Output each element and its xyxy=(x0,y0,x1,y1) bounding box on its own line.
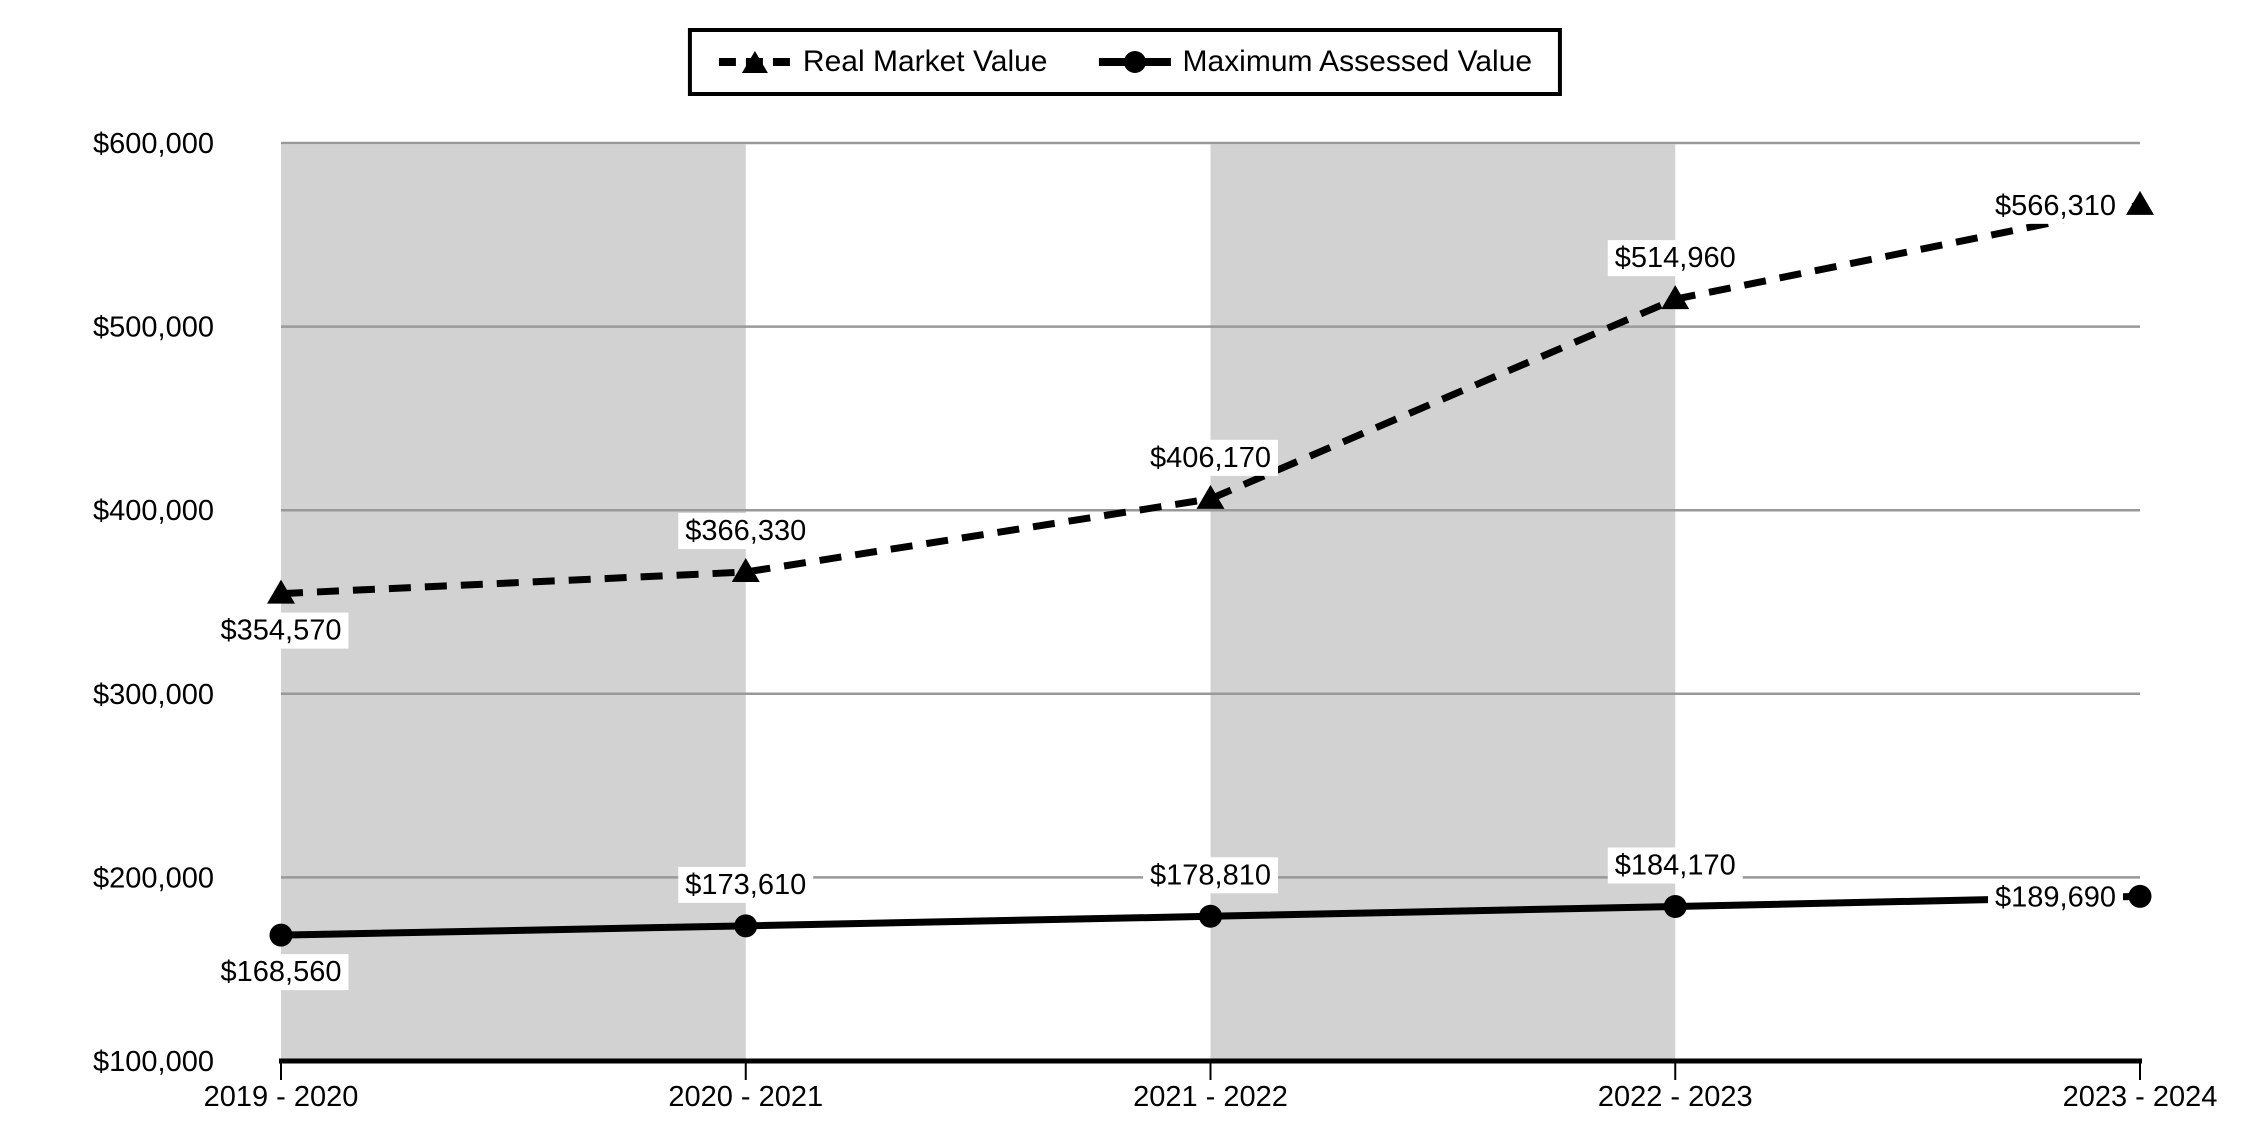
background-band xyxy=(281,144,746,1060)
solid-line-circle-legend-icon xyxy=(1098,51,1171,73)
circle-marker xyxy=(1199,904,1222,928)
y-axis-tick-label: $100,000 xyxy=(93,1046,214,1078)
dashed-line-triangle-legend-icon xyxy=(718,51,791,73)
data-label-background xyxy=(678,513,814,550)
x-axis-tick-label: 2020 - 2021 xyxy=(668,1081,823,1113)
triangle-marker xyxy=(267,579,295,604)
triangle-marker xyxy=(1661,285,1690,310)
y-axis-tick-label: $500,000 xyxy=(93,312,214,344)
series-line-real-market-value xyxy=(280,201,2141,598)
data-label: $354,570 xyxy=(221,615,342,647)
data-label-background xyxy=(678,866,814,903)
data-label-background xyxy=(1143,439,1278,476)
triangle-marker xyxy=(2126,190,2154,215)
legend-label-maximum-assessed-value: Maximum Assessed Value xyxy=(1182,45,1533,78)
data-label: $184,170 xyxy=(1615,849,1736,881)
data-label: $514,960 xyxy=(1615,242,1736,274)
y-axis-tick-label: $600,000 xyxy=(93,128,214,160)
y-axis-tick-label: $200,000 xyxy=(93,862,214,894)
triangle-marker xyxy=(731,558,760,583)
data-label: $173,610 xyxy=(685,869,806,901)
chart-legend: Real Market Value Maximum Assessed Value xyxy=(687,28,1563,96)
data-label: $406,170 xyxy=(1150,442,1271,474)
circle-marker xyxy=(2128,884,2152,908)
data-label-background xyxy=(213,612,349,649)
x-axis-tick-label: 2023 - 2024 xyxy=(2063,1081,2218,1113)
data-label-background xyxy=(213,954,349,991)
legend-label-real-market-value: Real Market Value xyxy=(802,45,1048,78)
data-label: $178,810 xyxy=(1150,859,1271,891)
circle-marker xyxy=(734,914,758,938)
y-axis-tick-label: $300,000 xyxy=(93,679,214,711)
data-label: $168,560 xyxy=(221,956,342,988)
data-label-background xyxy=(1607,240,1743,277)
x-axis-tick-label: 2022 - 2023 xyxy=(1598,1081,1753,1113)
x-axis-tick-label: 2019 - 2020 xyxy=(204,1081,359,1113)
data-label-background xyxy=(1988,187,2123,224)
background-band xyxy=(1210,144,1676,1060)
data-label: $189,690 xyxy=(1995,881,2116,913)
legend-entry-real-market-value: Real Market Value xyxy=(718,45,1048,79)
y-axis-tick-label: $400,000 xyxy=(93,495,214,527)
data-label: $366,330 xyxy=(685,515,806,547)
data-label-background xyxy=(1143,857,1278,894)
circle-marker xyxy=(1663,894,1687,918)
triangle-marker xyxy=(1196,484,1225,509)
x-axis-tick-label: 2021 - 2022 xyxy=(1133,1081,1288,1113)
legend-entry-maximum-assessed-value: Maximum Assessed Value xyxy=(1097,45,1532,79)
data-label-background xyxy=(1607,847,1743,884)
data-label-background xyxy=(1988,879,2123,916)
circle-marker xyxy=(269,923,293,947)
data-label: $566,310 xyxy=(1995,190,2116,222)
